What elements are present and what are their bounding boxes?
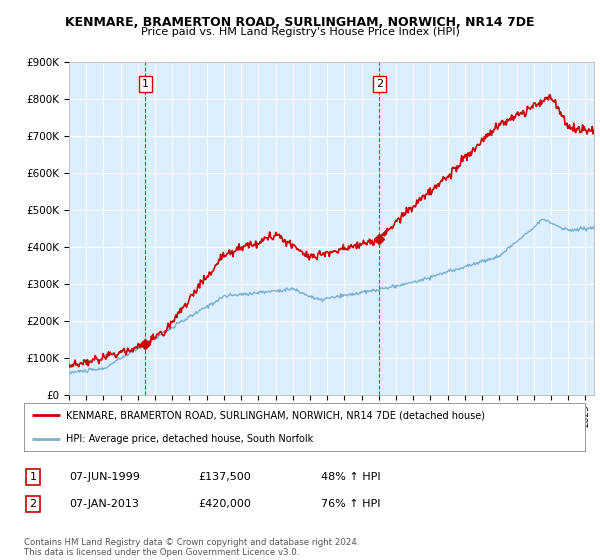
Text: 2: 2 [29,499,37,509]
Text: £137,500: £137,500 [198,472,251,482]
Text: KENMARE, BRAMERTON ROAD, SURLINGHAM, NORWICH, NR14 7DE (detached house): KENMARE, BRAMERTON ROAD, SURLINGHAM, NOR… [66,410,485,420]
Text: 1: 1 [142,79,149,89]
Text: £420,000: £420,000 [198,499,251,509]
Text: 07-JUN-1999: 07-JUN-1999 [69,472,140,482]
Text: KENMARE, BRAMERTON ROAD, SURLINGHAM, NORWICH, NR14 7DE: KENMARE, BRAMERTON ROAD, SURLINGHAM, NOR… [65,16,535,29]
Text: 1: 1 [29,472,37,482]
Text: 76% ↑ HPI: 76% ↑ HPI [321,499,380,509]
Text: 07-JAN-2013: 07-JAN-2013 [69,499,139,509]
Text: Contains HM Land Registry data © Crown copyright and database right 2024.
This d: Contains HM Land Registry data © Crown c… [24,538,359,557]
Text: Price paid vs. HM Land Registry's House Price Index (HPI): Price paid vs. HM Land Registry's House … [140,27,460,37]
Text: 2: 2 [376,79,383,89]
Text: 48% ↑ HPI: 48% ↑ HPI [321,472,380,482]
Text: HPI: Average price, detached house, South Norfolk: HPI: Average price, detached house, Sout… [66,434,313,444]
